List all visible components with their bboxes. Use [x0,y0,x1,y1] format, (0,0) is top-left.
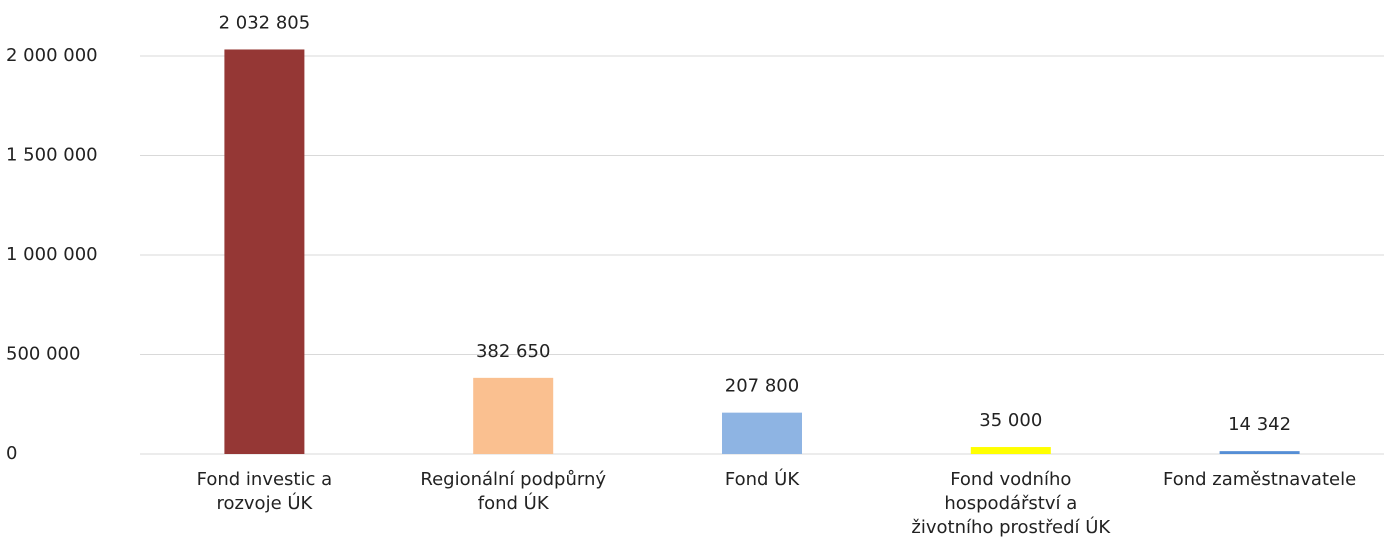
y-tick-label: 1 000 000 [6,244,98,265]
bar [1219,451,1300,454]
data-label: 207 800 [725,376,799,397]
x-tick-label: Regionální podpůrný fond ÚK [420,469,606,514]
bar [970,447,1051,454]
bar [473,377,554,454]
data-label: 382 650 [476,341,550,362]
x-tick-label: Fond investic a rozvoje ÚK [196,469,333,514]
y-tick-label: 2 000 000 [6,45,98,66]
bar [722,412,802,454]
data-label: 2 032 805 [219,12,311,33]
data-label: 35 000 [979,410,1042,431]
x-tick-label: Fond ÚK [724,469,800,490]
data-label: 14 342 [1228,414,1291,435]
x-tick-label: Fond zaměstnavatele [1163,469,1357,490]
y-tick-label: 0 [6,443,17,464]
bar [224,49,305,455]
y-tick-label: 500 000 [6,344,80,365]
y-tick-label: 1 500 000 [6,145,98,166]
x-tick-label: Fond vodního hospodářství a životního pr… [911,469,1111,538]
